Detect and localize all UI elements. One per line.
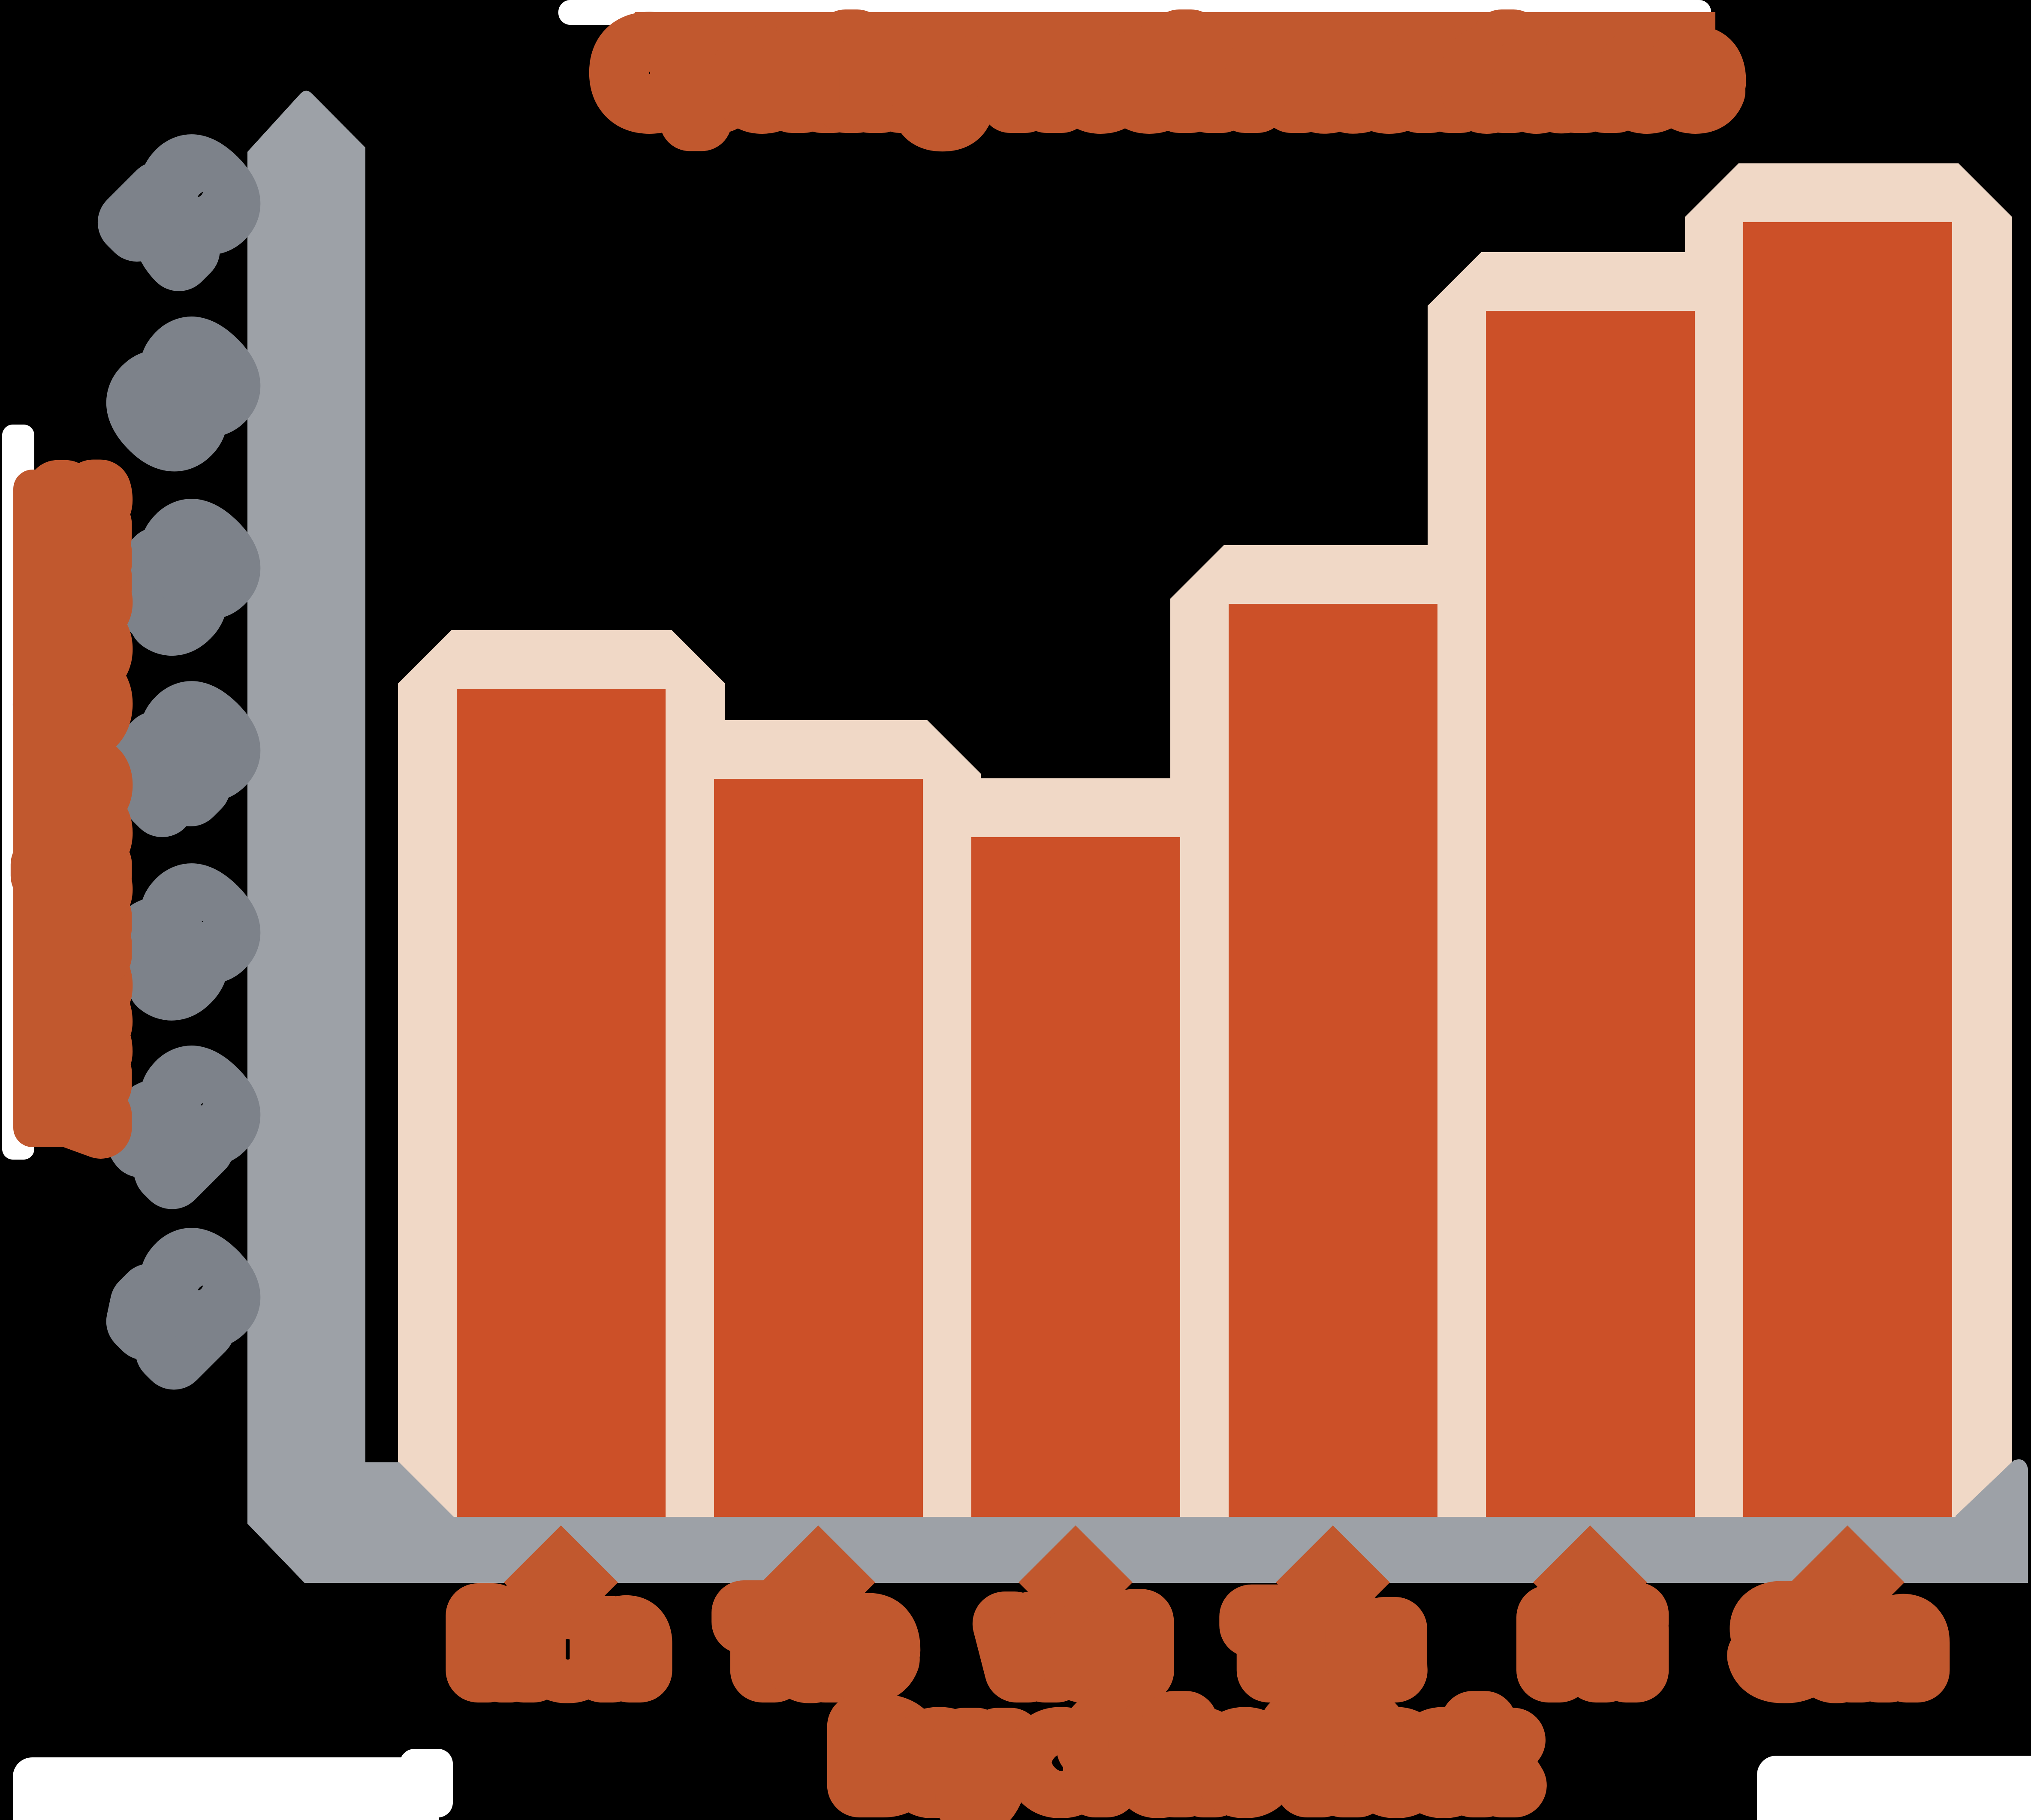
- svg-text:20: 20: [114, 1054, 253, 1193]
- svg-text:Thu: Thu: [1251, 1600, 1404, 1687]
- svg-text:40: 40: [114, 690, 253, 828]
- svg-text:30: 30: [114, 872, 253, 1010]
- svg-text:Fri: Fri: [1543, 1601, 1642, 1687]
- svg-text:10: 10: [114, 1236, 253, 1375]
- svg-text:Tue: Tue: [743, 1594, 894, 1688]
- svg-text:Day of the Week: Day of the Week: [853, 1708, 1515, 1804]
- svg-text:Wed: Wed: [1005, 1609, 1147, 1685]
- svg-text:Opening Week Attendance: Opening Week Attendance: [615, 24, 1719, 122]
- svg-text:60: 60: [114, 325, 253, 464]
- svg-text:50: 50: [114, 507, 253, 646]
- svg-text:Sun: Sun: [1757, 1596, 1928, 1688]
- svg-text:Mon: Mon: [473, 1599, 649, 1687]
- svg-text:70: 70: [114, 143, 253, 281]
